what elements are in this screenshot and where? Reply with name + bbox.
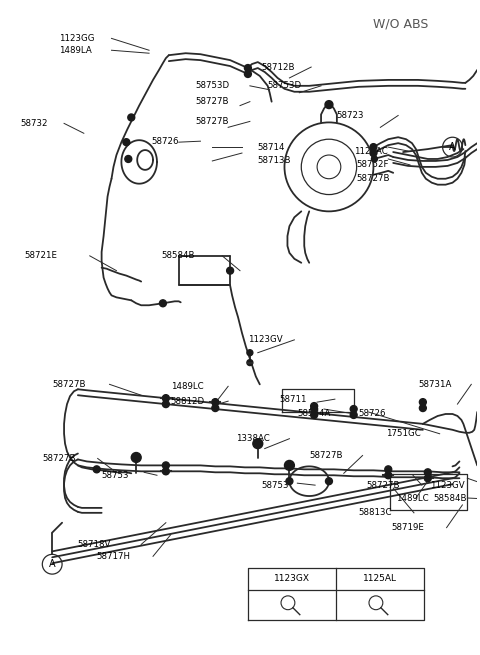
Circle shape	[420, 399, 426, 405]
Circle shape	[350, 405, 357, 413]
Text: 58712B: 58712B	[262, 62, 295, 71]
Text: 58723: 58723	[337, 111, 364, 120]
Circle shape	[425, 476, 431, 481]
Text: 58753: 58753	[102, 471, 129, 479]
Text: 58719E: 58719E	[391, 523, 424, 532]
Circle shape	[244, 71, 252, 77]
Text: 58727B: 58727B	[357, 174, 390, 183]
Text: 1751GC: 1751GC	[386, 429, 421, 438]
Text: 58813C: 58813C	[359, 508, 392, 517]
Text: 58713B: 58713B	[258, 157, 291, 166]
Text: 58711: 58711	[279, 395, 307, 403]
Circle shape	[162, 395, 169, 402]
Text: 58584B: 58584B	[434, 495, 467, 504]
Circle shape	[311, 405, 318, 413]
Text: 1338AC: 1338AC	[236, 434, 270, 443]
Text: 58717H: 58717H	[96, 552, 131, 561]
Text: 58721E: 58721E	[24, 252, 58, 260]
Circle shape	[247, 350, 253, 356]
Text: 1123GG: 1123GG	[59, 34, 95, 43]
Text: 1489LC: 1489LC	[171, 382, 204, 391]
Circle shape	[123, 139, 130, 145]
Text: 58584A: 58584A	[297, 409, 331, 419]
Circle shape	[227, 267, 234, 274]
Text: 1123GX: 1123GX	[274, 574, 310, 584]
Text: W/O ABS: W/O ABS	[373, 17, 429, 30]
Text: 58718V: 58718V	[77, 540, 110, 549]
Circle shape	[93, 466, 100, 473]
Circle shape	[420, 405, 426, 411]
Circle shape	[159, 300, 167, 307]
Text: 58727B: 58727B	[367, 481, 400, 490]
Text: 58753D: 58753D	[268, 81, 302, 90]
Circle shape	[128, 114, 135, 121]
Circle shape	[163, 468, 169, 474]
Text: 58714: 58714	[258, 143, 285, 151]
Text: 58726: 58726	[359, 409, 386, 419]
Circle shape	[385, 472, 391, 478]
Text: 58727B: 58727B	[195, 117, 229, 126]
Circle shape	[162, 468, 169, 475]
Text: 1123GV: 1123GV	[430, 481, 465, 490]
Text: 58731A: 58731A	[418, 380, 451, 389]
Circle shape	[285, 460, 294, 470]
Circle shape	[311, 411, 318, 419]
Circle shape	[162, 401, 169, 407]
Circle shape	[162, 462, 169, 469]
Text: 58726: 58726	[151, 137, 179, 145]
Text: 58727B: 58727B	[52, 380, 86, 389]
Circle shape	[163, 395, 169, 401]
Circle shape	[370, 149, 377, 157]
Circle shape	[125, 155, 132, 162]
Circle shape	[212, 399, 219, 405]
Circle shape	[244, 65, 252, 71]
Circle shape	[325, 101, 333, 109]
Text: A: A	[49, 559, 56, 569]
Text: 58753: 58753	[262, 481, 289, 490]
Circle shape	[212, 405, 219, 411]
Circle shape	[311, 403, 318, 409]
Circle shape	[350, 411, 357, 419]
Text: 1125AC: 1125AC	[354, 147, 387, 156]
Text: 58752F: 58752F	[357, 160, 389, 170]
Circle shape	[325, 477, 333, 485]
Circle shape	[247, 360, 253, 365]
Circle shape	[212, 399, 218, 405]
Text: 58727B: 58727B	[195, 97, 229, 106]
Text: 58727B: 58727B	[309, 451, 343, 460]
Text: 1489LA: 1489LA	[59, 46, 92, 55]
Text: 1489LC: 1489LC	[396, 493, 429, 502]
Circle shape	[385, 472, 392, 479]
Circle shape	[286, 477, 293, 485]
Circle shape	[253, 439, 263, 449]
Text: 1123GV: 1123GV	[248, 335, 283, 345]
Text: 58727B: 58727B	[42, 454, 76, 463]
Text: 58584B: 58584B	[161, 252, 194, 260]
Text: 58732: 58732	[21, 119, 48, 128]
Text: 58753D: 58753D	[195, 81, 229, 90]
Text: 58812D: 58812D	[171, 397, 205, 405]
Text: 1125AL: 1125AL	[363, 574, 397, 584]
Circle shape	[370, 143, 377, 151]
Circle shape	[131, 453, 141, 462]
Circle shape	[424, 469, 431, 476]
Circle shape	[385, 466, 392, 473]
Circle shape	[424, 475, 431, 481]
Text: A: A	[449, 142, 456, 152]
Circle shape	[372, 156, 377, 162]
